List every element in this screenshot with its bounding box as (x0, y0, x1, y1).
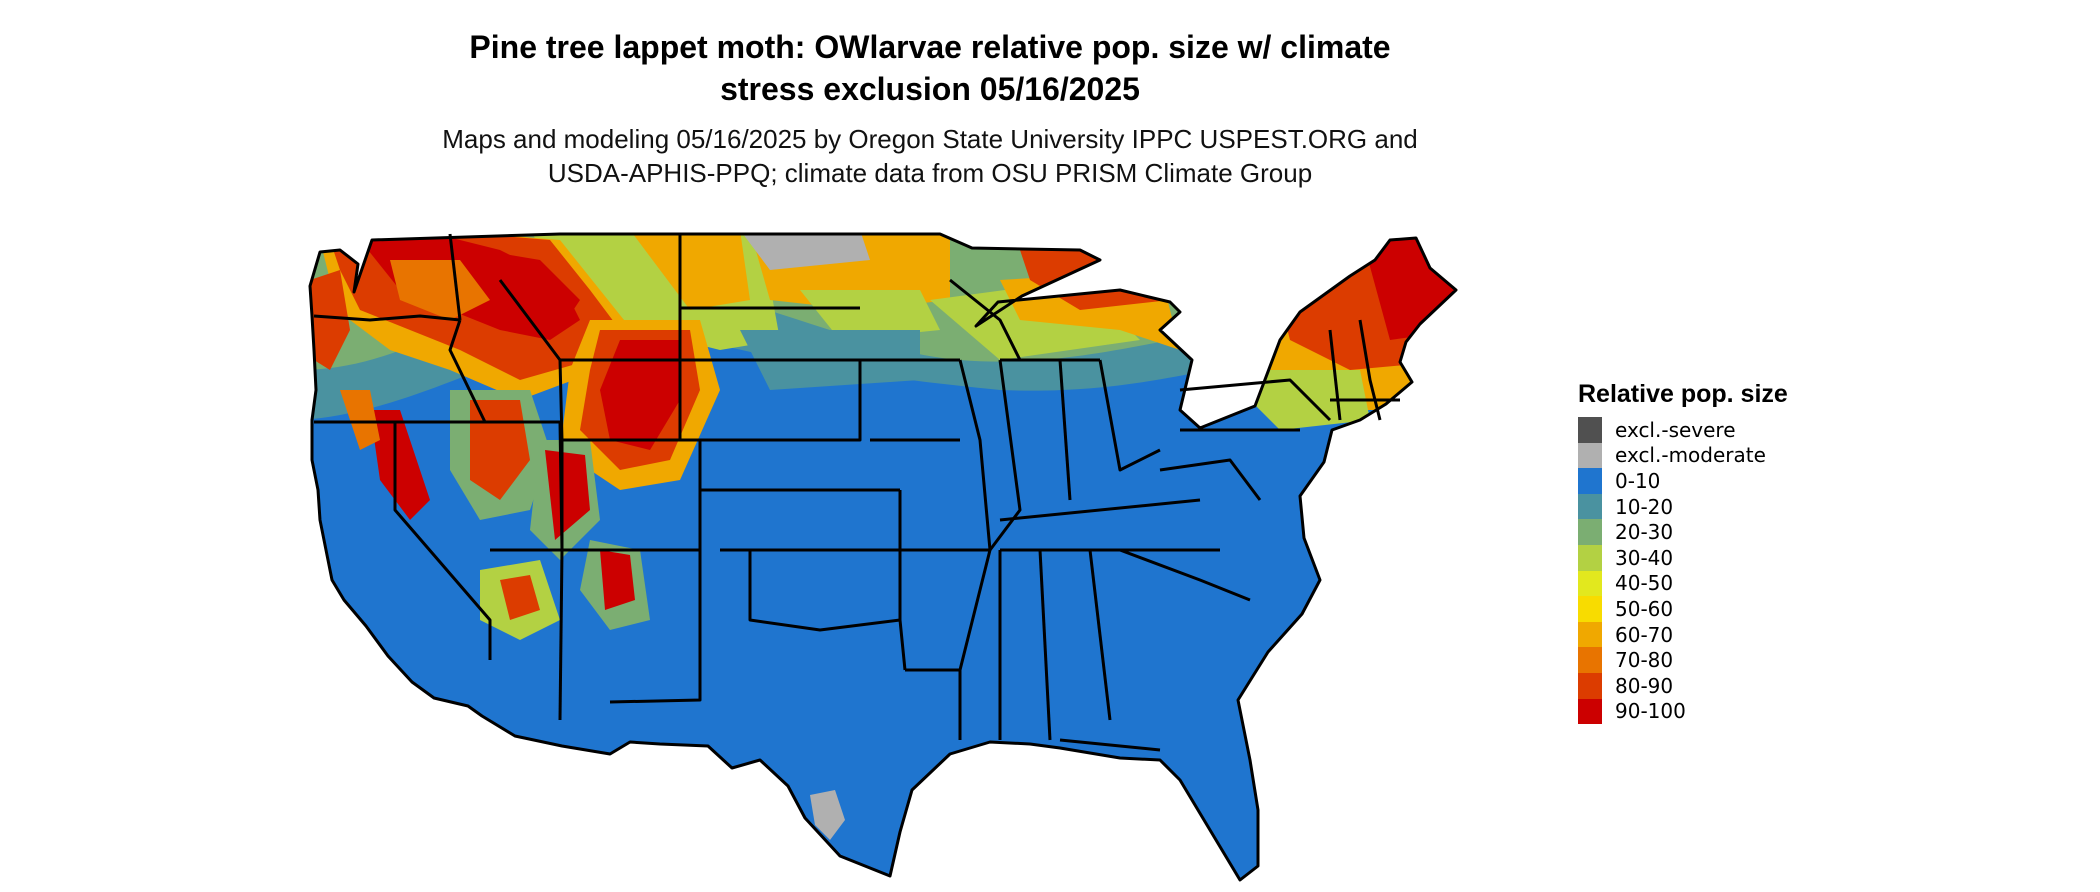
title-line-1: Pine tree lappet moth: OWlarvae relative… (469, 29, 1391, 65)
legend-swatch (1578, 647, 1602, 673)
legend-swatch (1578, 570, 1602, 597)
us-map (308, 232, 1458, 882)
map-legend: Relative pop. size excl.-severe excl.-mod… (1578, 380, 1788, 725)
legend-swatch (1578, 698, 1602, 725)
map-title: Pine tree lappet moth: OWlarvae relative… (0, 26, 1860, 110)
legend-item: 0-10 (1578, 468, 1788, 494)
legend-swatch (1578, 672, 1602, 699)
legend-item: 70-80 (1578, 647, 1788, 673)
legend-item: 80-90 (1578, 672, 1788, 699)
map-subtitle: Maps and modeling 05/16/2025 by Oregon S… (0, 122, 1860, 190)
title-line-2: stress exclusion 05/16/2025 (720, 71, 1140, 107)
legend-label: 30-40 (1615, 545, 1674, 570)
legend-swatch (1578, 544, 1602, 571)
legend-label: 40-50 (1615, 571, 1674, 596)
legend-item: 20-30 (1578, 519, 1788, 545)
legend-swatch (1578, 519, 1602, 545)
legend-item: excl.-severe (1578, 417, 1788, 443)
legend-label: 90-100 (1615, 699, 1686, 724)
legend-label: 20-30 (1615, 520, 1674, 545)
legend-item: 10-20 (1578, 493, 1788, 520)
legend-label: excl.-moderate (1615, 443, 1766, 468)
legend-swatch (1578, 468, 1602, 494)
legend-item: 50-60 (1578, 596, 1788, 622)
legend-label: 80-90 (1615, 673, 1674, 698)
legend-items: excl.-severe excl.-moderate 0-10 10-20 20-30… (1578, 417, 1788, 725)
legend-swatch (1578, 442, 1602, 469)
legend-swatch (1578, 493, 1602, 520)
legend-label: 70-80 (1615, 648, 1674, 673)
legend-label: 0-10 (1615, 468, 1661, 493)
legend-item: 30-40 (1578, 544, 1788, 571)
legend-label: 50-60 (1615, 596, 1674, 621)
subtitle-line-1: Maps and modeling 05/16/2025 by Oregon S… (442, 124, 1418, 154)
legend-label: 10-20 (1615, 494, 1674, 519)
legend-item: 40-50 (1578, 570, 1788, 597)
legend-label: excl.-severe (1615, 417, 1736, 442)
subtitle-line-2: USDA-APHIS-PPQ; climate data from OSU PR… (547, 158, 1313, 188)
legend-swatch (1578, 596, 1602, 622)
legend-label: 60-70 (1615, 622, 1674, 647)
legend-swatch (1578, 417, 1602, 443)
state-borders (308, 232, 1458, 882)
legend-item: 60-70 (1578, 621, 1788, 648)
legend-item: 90-100 (1578, 698, 1788, 725)
legend-title: Relative pop. size (1578, 380, 1788, 408)
legend-item: excl.-moderate (1578, 442, 1788, 469)
legend-swatch (1578, 621, 1602, 648)
